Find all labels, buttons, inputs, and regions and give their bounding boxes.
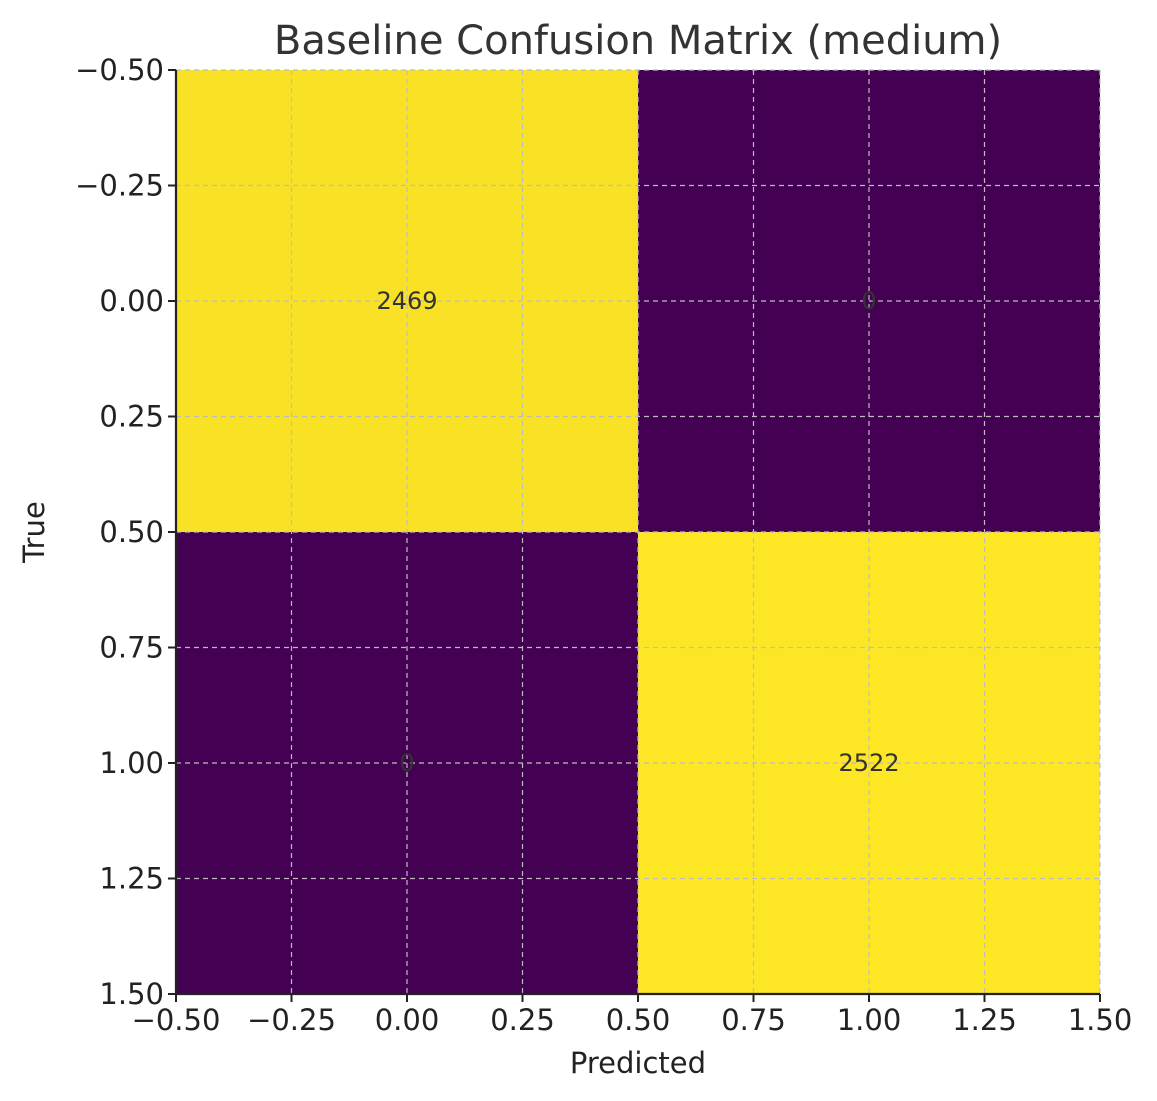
cell-value-label-0-0: 2469 [376,287,437,315]
x-tick-label-8: 1.50 [1068,1003,1133,1037]
x-tick-label-0: −0.50 [132,1003,221,1037]
x-axis-ticks: −0.50 −0.25 0.00 0.25 0.50 0.75 1.00 1.25 1.50 [132,994,1133,1037]
cell-value-label-0-1: 0 [861,287,876,315]
y-tick-label-0: −0.50 [75,53,164,87]
y-tick-label-6: 1.00 [99,746,164,780]
y-tick-label-1: −0.25 [75,169,164,203]
x-tick-label-7: 1.25 [952,1003,1017,1037]
x-axis-label: Predicted [570,1046,706,1080]
y-axis-label: True [17,501,51,564]
x-tick-label-4: 0.50 [606,1003,671,1037]
y-tick-label-7: 1.25 [99,862,164,896]
y-tick-label-8: 1.50 [99,977,164,1011]
y-tick-label-2: 0.00 [99,284,164,318]
x-tick-label-2: 0.00 [375,1003,440,1037]
x-tick-label-5: 0.75 [721,1003,786,1037]
y-axis-ticks: −0.50 −0.25 0.00 0.25 0.50 0.75 1.00 1.25 1.50 [75,53,176,1011]
y-tick-label-3: 0.25 [99,400,164,434]
chart-title: Baseline Confusion Matrix (medium) [274,18,1002,64]
x-tick-label-6: 1.00 [837,1003,902,1037]
cell-value-label-1-1: 2522 [838,749,899,777]
cell-value-label-1-0: 0 [399,749,414,777]
x-tick-label-3: 0.25 [490,1003,555,1037]
cell-value-labels: 2469 0 0 2522 [376,287,899,777]
y-tick-label-4: 0.50 [99,515,164,549]
y-tick-label-5: 0.75 [99,631,164,665]
x-tick-label-1: −0.25 [247,1003,336,1037]
